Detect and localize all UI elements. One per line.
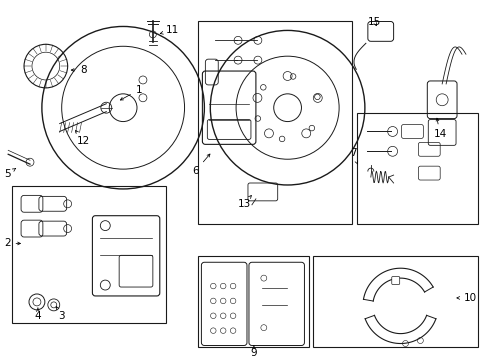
Bar (198, 21, 351, 224)
Text: 15: 15 (367, 18, 381, 27)
Text: 14: 14 (433, 118, 446, 139)
Text: 9: 9 (250, 346, 257, 359)
Text: 5: 5 (4, 168, 16, 179)
Text: 3: 3 (56, 307, 65, 321)
Circle shape (139, 76, 146, 84)
Text: 8: 8 (71, 65, 87, 75)
Text: 11: 11 (160, 26, 179, 35)
Text: 13: 13 (237, 195, 251, 209)
FancyBboxPatch shape (391, 276, 399, 284)
Text: 10: 10 (456, 293, 475, 303)
Text: 2: 2 (4, 238, 20, 248)
Circle shape (139, 94, 146, 102)
Text: 1: 1 (120, 85, 142, 100)
Bar (12, 186, 165, 323)
Bar (356, 113, 477, 224)
Text: 6: 6 (192, 154, 209, 176)
Bar (313, 256, 477, 347)
Text: 12: 12 (76, 130, 90, 147)
Bar (198, 256, 309, 347)
Text: 4: 4 (35, 308, 41, 321)
Text: 7: 7 (349, 148, 357, 164)
